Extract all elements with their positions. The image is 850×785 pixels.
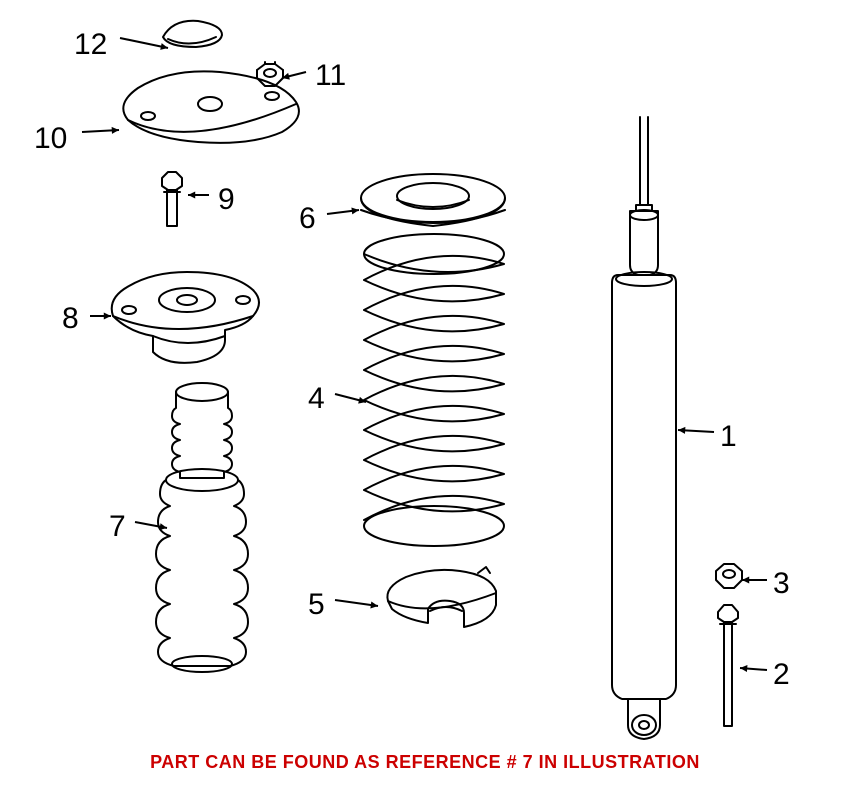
callout-arrow-9 — [180, 187, 217, 203]
callout-label-2: 2 — [773, 658, 790, 692]
callout-label-12: 12 — [74, 28, 107, 62]
part-coil-spring — [355, 232, 513, 552]
callout-arrow-3 — [734, 572, 775, 588]
reference-note: PART CAN BE FOUND AS REFERENCE # 7 IN IL… — [0, 752, 850, 773]
callout-arrow-5 — [327, 592, 386, 614]
callout-arrow-8 — [82, 308, 119, 324]
callout-label-5: 5 — [308, 588, 325, 622]
callout-arrow-10 — [74, 122, 127, 140]
callout-label-11: 11 — [315, 59, 346, 93]
callout-label-7: 7 — [109, 510, 126, 544]
callout-arrow-6 — [319, 202, 367, 222]
callout-arrow-12 — [112, 30, 176, 56]
part-support-mount — [105, 258, 265, 373]
callout-arrow-1 — [670, 422, 722, 440]
callout-label-4: 4 — [308, 382, 325, 416]
callout-label-9: 9 — [218, 183, 235, 217]
callout-label-3: 3 — [773, 567, 790, 601]
callout-arrow-7 — [127, 514, 175, 536]
callout-label-6: 6 — [299, 202, 316, 236]
part-lower-spring-pad — [378, 565, 503, 645]
callout-label-1: 1 — [720, 420, 737, 454]
callout-arrow-4 — [327, 386, 374, 410]
callout-label-10: 10 — [34, 122, 67, 156]
diagram-canvas: 12 11 10 9 6 8 4 1 7 5 3 2 PART CAN BE FOUND AS REF… — [0, 0, 850, 785]
callout-label-8: 8 — [62, 302, 79, 336]
callout-arrow-11 — [274, 64, 314, 86]
callout-arrow-2 — [732, 660, 775, 678]
